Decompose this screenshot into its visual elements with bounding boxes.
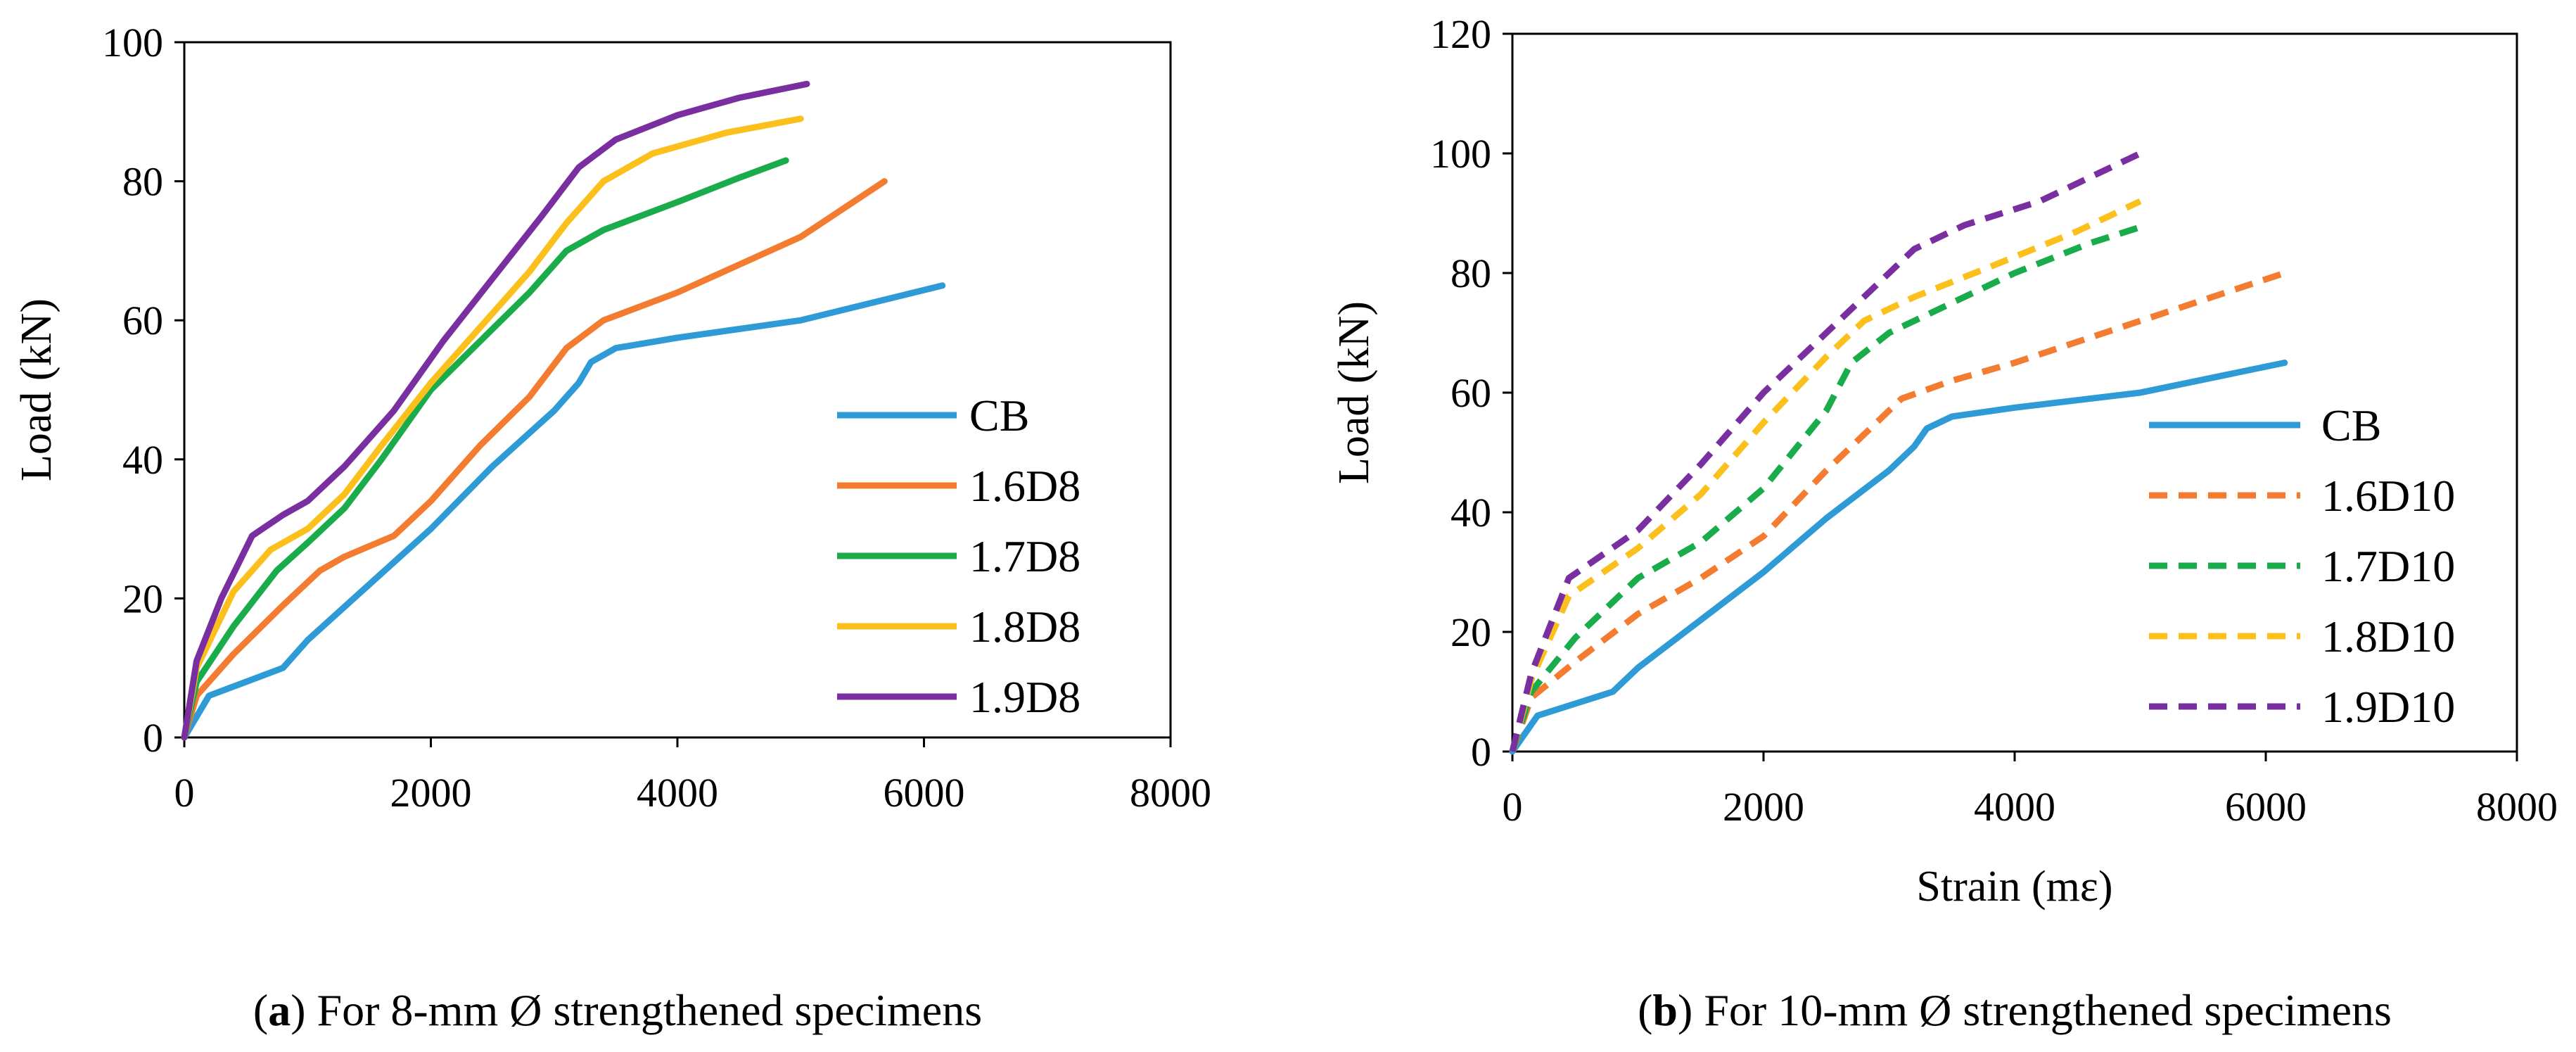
panel-b-caption-letter: b <box>1652 985 1678 1035</box>
panel-a-series-line-1-8d8 <box>181 115 804 741</box>
panel-b-plot-area <box>1511 32 2518 753</box>
panel-b-legend-label-1-7d10: 1.7D10 <box>2321 541 2455 591</box>
panel-a-y-tick-label: 40 <box>122 437 163 483</box>
panel-a-series-line-1-6d8 <box>181 178 888 741</box>
panel-b-legend-label-1-8d10: 1.8D10 <box>2321 611 2455 661</box>
panel-b-y-tick-label: 120 <box>1430 11 1491 57</box>
panel-a-caption-text: For 8-mm Ø strengthened specimens <box>306 985 983 1035</box>
panel-b-legend-label-1-9d10: 1.9D10 <box>2321 682 2455 732</box>
panel-a-series-line-1-9d8 <box>181 80 810 741</box>
panel-a-legend-label-1-9d8: 1.9D8 <box>969 672 1080 722</box>
panel-a-y-tick-label: 20 <box>122 576 163 621</box>
panel-b-legend-label-cb: CB <box>2321 400 2381 450</box>
panel-b-series-line-1-9d10 <box>1509 150 2142 753</box>
panel-b-x-tick-label: 2000 <box>1723 784 1804 830</box>
panel-a-legend-label-cb: CB <box>969 391 1029 441</box>
panel-a-legend: CB 1.6D8 1.7D8 1.8D8 1.9D8 <box>837 391 1080 722</box>
panel-a-series-line-cb <box>181 282 946 741</box>
panel-a-caption: (a) For 8-mm Ø strengthened specimens <box>253 985 982 1035</box>
panel-a-x-tick-label: 2000 <box>390 770 472 816</box>
panel-b-y-tick-label: 100 <box>1430 131 1491 177</box>
panel-b-series-line-1-8d10 <box>1509 198 2142 753</box>
panel-a-legend-label-1-7d8: 1.7D8 <box>969 531 1080 581</box>
panel-b-x-tick-label: 0 <box>1503 784 1523 830</box>
panel-a-y-tick-label: 60 <box>122 298 163 343</box>
panel-b-y-tick-label: 40 <box>1450 490 1491 535</box>
panel-b-x-tick-label: 6000 <box>2225 784 2307 830</box>
panel-a-caption-letter: a <box>268 985 291 1035</box>
panel-b-y-tick-label: 0 <box>1471 729 1491 775</box>
panel-b-legend-label-1-6d10: 1.6D10 <box>2321 471 2455 521</box>
panel-b-y-tick-label: 20 <box>1450 609 1491 655</box>
panel-a-y-tick-label: 80 <box>122 159 163 205</box>
panel-a-legend-label-1-8d8: 1.8D8 <box>969 602 1080 652</box>
panel-a-x-tick-label: 6000 <box>884 770 965 816</box>
panel-b-x-tick-label: 8000 <box>2476 784 2558 830</box>
panel-b-caption: (b) For 10-mm Ø strengthened specimens <box>1638 985 2392 1035</box>
panel-b-legend: CB 1.6D10 1.7D10 1.8D10 1.9D10 <box>2149 400 2455 732</box>
panel-b-y-tick-label: 60 <box>1450 370 1491 416</box>
panel-a-series-line-1-7d8 <box>181 157 789 741</box>
panel-a-legend-label-1-6d8: 1.6D8 <box>969 461 1080 511</box>
panel-a-plot-area <box>183 41 1172 739</box>
panel-a-y-tick-label: 100 <box>102 20 163 65</box>
panel-b-series-line-1-7d10 <box>1509 222 2148 753</box>
panel-b-caption-text: For 10-mm Ø strengthened specimens <box>1692 985 2392 1035</box>
panel-b-series-line-cb <box>1509 360 2288 755</box>
panel-a-y-axis-label: Load (kN) <box>13 298 60 481</box>
panel-b-chart: 0 20 40 60 80 100 120 0 2000 4000 6000 8000 Load (… <box>1330 11 2558 1035</box>
panel-b-x-tick-label: 4000 <box>1974 784 2055 830</box>
panel-b-series-line-1-6d10 <box>1509 270 2286 753</box>
panel-b-y-axis-label: Load (kN) <box>1330 301 1378 484</box>
panel-a-y-tick-label: 0 <box>143 715 163 761</box>
panel-b-x-axis-label: Strain (mε) <box>1916 863 2112 911</box>
panel-a-x-tick-label: 0 <box>174 770 195 816</box>
panel-b-y-tick-label: 80 <box>1450 251 1491 296</box>
panel-a-x-tick-label: 4000 <box>637 770 718 816</box>
panel-a-x-tick-label: 8000 <box>1130 770 1211 816</box>
panel-a-chart: 0 20 40 60 80 100 0 2000 4000 6000 8000 Load (kN)… <box>13 20 1211 1035</box>
